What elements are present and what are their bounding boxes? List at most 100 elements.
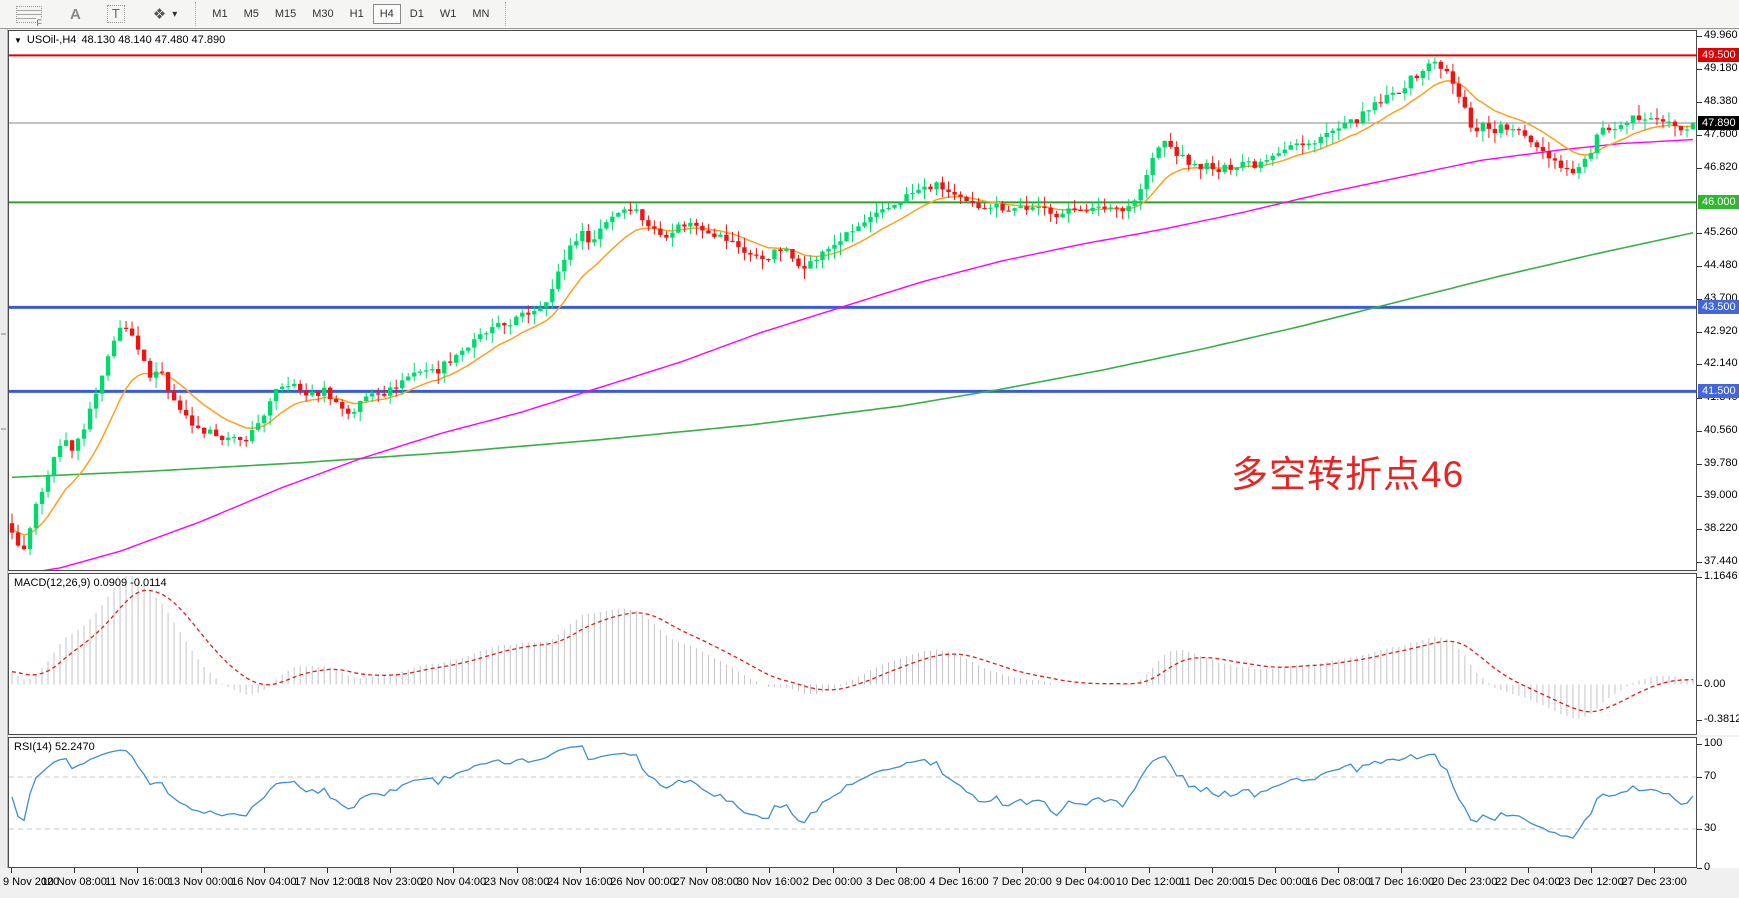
axis-tick [1697,496,1702,498]
docking-grid-icon[interactable]: F [16,5,43,28]
time-tick [1022,868,1024,873]
chart-title: ▼ USOil-,H4 48.130 48.140 47.480 47.890 [14,34,225,46]
price-tick: 42.140 [1704,357,1738,370]
macd-axis[interactable]: 1.1646 0.00 -0.3812 [1697,570,1739,735]
tf-button-MN[interactable]: MN [472,8,490,20]
axis-tick [1697,684,1702,686]
time-tick [579,868,581,873]
macd-panel[interactable]: MACD(12,26,9) 0.0909 -0.0114 [8,573,1697,735]
time-label: 23 Nov 08:00 [483,876,550,888]
tf-button-M15[interactable]: M15 [274,8,297,20]
price-tick: 39.000 [1704,489,1738,502]
tf-button-M30[interactable]: M30 [312,8,334,20]
price-tick: 40.560 [1704,423,1738,436]
time-label: 11 Nov 16:00 [105,876,170,888]
price-tick: 46.820 [1704,160,1738,173]
time-tick [137,868,139,873]
tf-button-H4[interactable]: H4 [372,4,401,24]
chart-text-annotation: 多空转折点46 [1231,454,1465,495]
price-axis[interactable]: 49.960 49.180 48.380 47.600 46.820 45.260 44.4… [1697,29,1739,571]
time-label: 2 Dec 00:00 [802,876,863,888]
axis-tick [1697,463,1702,465]
price-tick: 48.380 [1704,95,1738,108]
time-tick [74,868,76,873]
time-tick [1085,868,1087,873]
candlestick-chart[interactable] [9,31,1696,570]
axis-tick [1697,868,1702,869]
time-tick [643,868,644,873]
axis-tick [1697,364,1702,366]
text-box-button[interactable]: T [106,5,125,23]
time-label: 3 Dec 08:00 [866,876,926,888]
axis-tick [1697,529,1702,531]
time-tick [1654,868,1656,873]
rsi-chart[interactable] [9,738,1696,867]
time-tick [706,868,708,873]
time-tick [1338,868,1340,873]
axis-tick [1697,266,1702,268]
time-label: 24 Nov 16:00 [547,876,613,888]
time-label: 13 Nov 00:00 [167,876,234,888]
rsi-tick: 70 [1704,770,1717,782]
time-label: 27 Dec 23:00 [1621,876,1687,888]
time-label: 4 Dec 16:00 [929,876,989,888]
rsi-axis[interactable]: 100 70 30 0 [1697,737,1739,873]
time-tick [1401,868,1403,873]
price-tick: 38.220 [1704,522,1738,535]
time-axis[interactable]: 9 Nov 2020 10 Nov 08:00 11 Nov 16:00 13 Nov… [0,868,1739,898]
axis-tick [1697,167,1702,169]
text-label-button[interactable]: A [70,5,81,23]
tf-button-H1[interactable]: H1 [349,8,364,20]
price-tick: 39.780 [1704,456,1738,469]
timeframe-toolbar: M1 M5 M15 M30 H1 H4 D1 W1 MN [195,2,507,26]
time-label: 9 Nov 2020 [3,876,60,888]
time-tick [959,868,960,873]
time-tick [453,868,455,873]
rsi-tick: 30 [1704,822,1717,834]
time-tick [1211,868,1213,873]
rsi-panel[interactable]: RSI(14) 52.2470 [8,737,1697,868]
time-tick [200,868,202,873]
time-tick [263,868,265,873]
axis-tick [1697,233,1702,235]
price-tick: 49.180 [1704,61,1738,74]
current-price-badge: 47.890 [1698,115,1739,130]
tf-button-M1[interactable]: M1 [212,8,228,20]
tf-button-W1[interactable]: W1 [439,8,457,20]
rsi-tick: 0 [1704,861,1711,873]
time-label: 7 Dec 20:00 [992,876,1052,888]
axis-tick [1697,719,1702,721]
time-label: 30 Nov 16:00 [736,876,803,888]
level-price-badge: 49.500 [1698,48,1739,63]
tf-button-M5[interactable]: M5 [243,8,259,20]
time-label: 27 Nov 08:00 [673,876,739,888]
time-label: 9 Dec 04:00 [1055,876,1116,888]
time-label: 15 Dec 00:00 [1242,876,1308,888]
time-tick [390,868,392,873]
toolbar: F A T ❖ ▾ M1 M5 M15 M30 H1 H4 D1 W1 MN [0,0,1739,29]
price-tick: 45.260 [1704,226,1738,239]
price-chart-panel[interactable]: ▼ USOil-,H4 48.130 48.140 47.480 47.890 … [8,30,1697,571]
axis-tick [1697,35,1702,37]
time-label: 11 Dec 20:00 [1179,876,1245,888]
time-label: 20 Dec 23:00 [1431,876,1498,888]
time-tick [1148,868,1150,873]
time-tick [516,868,518,873]
axis-tick [1697,135,1702,137]
tf-button-D1[interactable]: D1 [409,8,424,20]
chevron-down-icon[interactable]: ▾ [172,8,178,20]
axis-tick [1697,744,1702,745]
level-price-badge: 41.500 [1698,384,1739,399]
macd-tick: 0.00 [1704,677,1726,690]
time-tick [11,868,12,873]
time-label: 10 Nov 08:00 [41,876,107,888]
macd-chart[interactable] [9,574,1696,734]
chevron-down-icon[interactable]: ▼ [14,35,22,45]
time-tick [832,868,834,873]
macd-tick: -0.3812 [1704,712,1739,725]
time-label: 17 Dec 16:00 [1368,876,1435,888]
shapes-icon[interactable]: ❖ [152,6,167,23]
time-tick [327,868,328,873]
time-tick [1527,868,1529,873]
